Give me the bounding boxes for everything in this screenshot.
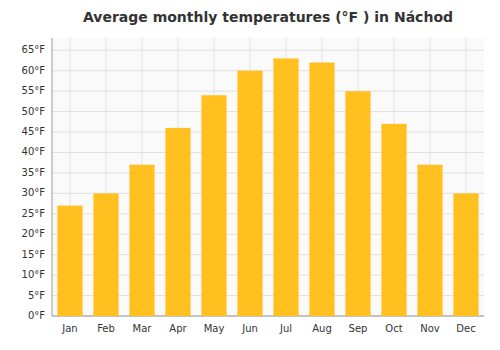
bar	[417, 165, 442, 316]
x-tick-label: Oct	[385, 323, 402, 334]
bar	[129, 165, 154, 316]
y-tick-label: 30°F	[22, 187, 46, 198]
chart-title: Average monthly temperatures (°F ) in Ná…	[83, 9, 453, 25]
y-grid-line	[52, 91, 484, 92]
y-tick-label: 25°F	[22, 208, 46, 219]
x-tick-label: May	[204, 323, 225, 334]
y-tick-label: 15°F	[22, 249, 46, 260]
y-tick-label: 55°F	[22, 85, 46, 96]
y-tick-label: 45°F	[22, 126, 46, 137]
x-tick-label: Jun	[241, 323, 258, 334]
y-grid-line	[52, 111, 484, 112]
y-grid-line	[52, 132, 484, 133]
bar	[237, 71, 262, 316]
x-tick-label: Feb	[97, 323, 115, 334]
x-tick-label: Apr	[169, 323, 187, 334]
y-tick-label: 0°F	[28, 310, 45, 321]
y-tick-label: 20°F	[22, 228, 46, 239]
bar	[345, 91, 370, 316]
x-tick-label: Jul	[279, 323, 292, 334]
grid	[52, 38, 484, 316]
bar	[273, 58, 298, 316]
bar	[453, 193, 478, 316]
y-grid-line	[52, 152, 484, 153]
y-tick-label: 40°F	[22, 146, 46, 157]
y-grid-line	[52, 50, 484, 51]
x-tick-label: Sep	[349, 323, 368, 334]
y-tick-label: 50°F	[22, 106, 46, 117]
x-tick-label: Aug	[312, 323, 332, 334]
x-tick-label: Jan	[61, 323, 77, 334]
bar	[165, 128, 190, 316]
bar	[57, 206, 82, 316]
bar	[93, 193, 118, 316]
x-tick-label: Nov	[420, 323, 440, 334]
x-tick-label: Dec	[456, 323, 475, 334]
bar	[381, 124, 406, 316]
chart-container: 0°F 5°F 10°F 15°F 20°F 25°F 30°F 35°F 40°F 45°F 50…	[0, 0, 500, 350]
plot-background	[52, 38, 484, 316]
x-tick-label: Mar	[133, 323, 153, 334]
y-tick-label: 35°F	[22, 167, 46, 178]
y-axis-line	[52, 38, 53, 316]
y-tick-label: 5°F	[28, 290, 45, 301]
y-tick-label: 10°F	[22, 269, 46, 280]
y-grid-line	[52, 70, 484, 71]
bar	[309, 63, 334, 316]
axes: 0°F 5°F 10°F 15°F 20°F 25°F 30°F 35°F 40°F 45°F 50…	[22, 38, 484, 334]
bar	[201, 95, 226, 316]
y-tick-label: 60°F	[22, 65, 46, 76]
y-tick-label: 65°F	[22, 44, 46, 55]
bars	[57, 58, 478, 316]
chart-svg: 0°F 5°F 10°F 15°F 20°F 25°F 30°F 35°F 40°F 45°F 50…	[0, 0, 500, 350]
